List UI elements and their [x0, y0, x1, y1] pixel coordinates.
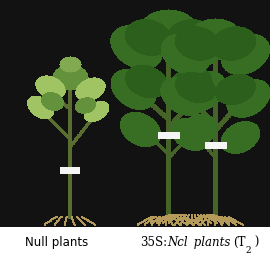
Text: ): )	[251, 236, 259, 249]
Text: 35S:: 35S:	[140, 236, 167, 249]
Text: (T: (T	[234, 236, 246, 249]
Text: Null plants: Null plants	[25, 236, 88, 249]
Text: plants: plants	[190, 236, 230, 249]
Text: Ncl: Ncl	[167, 236, 188, 249]
Text: 2: 2	[246, 246, 251, 255]
